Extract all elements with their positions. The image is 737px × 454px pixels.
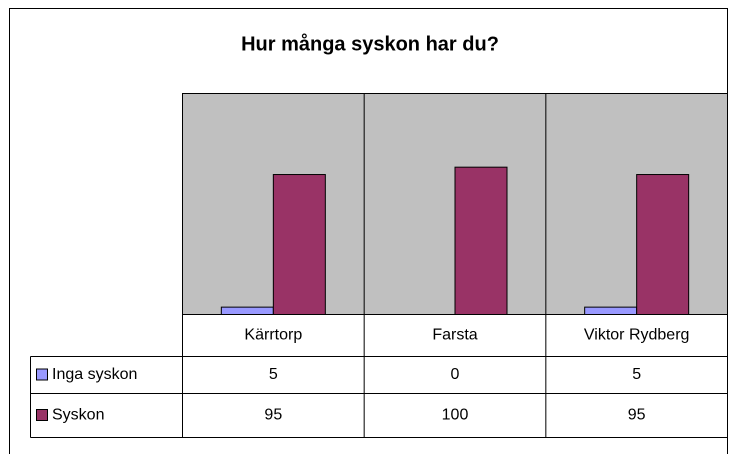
- legend-key: [36, 368, 48, 381]
- bar: [454, 166, 508, 315]
- x-tick-label: Farsta: [432, 327, 477, 344]
- table-value: 0: [451, 366, 460, 383]
- x-tick-label: Viktor Rydberg: [584, 327, 690, 344]
- chart-title: Hur många syskon har du?: [241, 32, 499, 55]
- table-value: 5: [269, 366, 278, 383]
- legend-key: [36, 409, 48, 421]
- table-value: 5: [632, 366, 641, 383]
- legend-label: Syskon: [52, 407, 104, 424]
- table-value: 95: [628, 407, 646, 424]
- legend-label: Inga syskon: [52, 366, 137, 383]
- bar: [220, 306, 274, 315]
- bar: [272, 174, 326, 315]
- bar: [636, 174, 690, 315]
- table-value: 95: [264, 407, 282, 424]
- bar: [584, 306, 638, 315]
- x-tick-label: Kärrtorp: [244, 327, 302, 344]
- table-value: 100: [442, 407, 469, 424]
